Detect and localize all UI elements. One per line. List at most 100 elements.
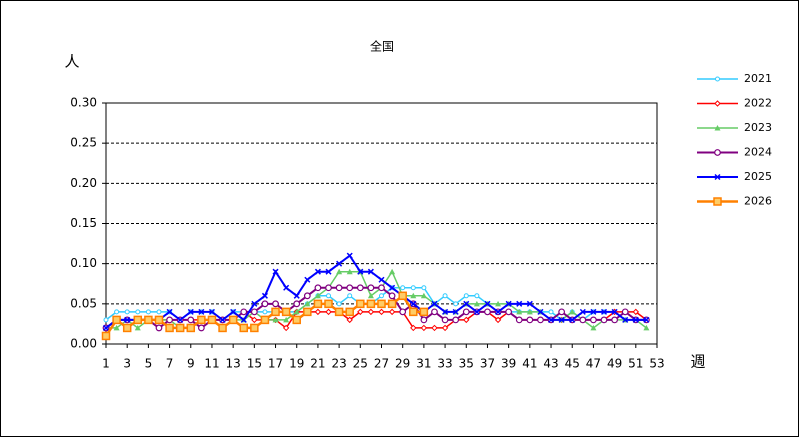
marker [347,293,353,299]
x-tick-label: 9 [187,357,195,371]
x-tick-label: 37 [480,357,495,371]
marker [166,316,173,324]
x-tick-label: 11 [204,357,219,371]
marker [452,316,460,324]
marker [611,316,619,324]
marker [452,308,459,315]
marker [177,316,184,323]
marker [271,307,280,317]
marker [632,316,639,323]
marker [155,324,163,332]
marker [526,300,533,307]
x-tick-label: 5 [145,357,153,371]
x-tick-label: 21 [310,357,325,371]
marker [313,299,323,309]
marker [260,315,270,325]
x-tick-label: 39 [501,357,516,371]
marker [239,323,248,333]
marker [377,299,386,309]
legend-label: 2024 [744,146,772,159]
marker [250,323,259,333]
x-tick-label: 23 [331,357,346,371]
x-tick-label: 15 [247,357,262,371]
marker [346,316,353,324]
marker [431,300,438,307]
marker [378,308,385,316]
marker [473,300,480,307]
y-tick-label: 0.25 [70,136,97,150]
marker [334,307,344,317]
marker [187,316,195,324]
marker [303,307,312,317]
marker [453,301,459,307]
marker [314,308,322,316]
x-tick-label: 13 [226,357,241,371]
marker [218,323,227,333]
marker [378,284,385,292]
x-tick-label: 51 [628,357,643,371]
marker [462,308,470,316]
marker [135,309,141,315]
marker [261,292,268,299]
marker [378,276,385,283]
marker [197,315,206,325]
series-line [105,254,647,329]
marker [346,252,353,259]
marker [292,315,301,325]
marker [569,308,576,315]
y-tick-label: 0.05 [70,296,97,310]
x-tick-label: 43 [543,357,558,371]
x-tick-label: 1 [102,357,110,371]
marker [389,268,396,275]
marker [441,316,449,324]
marker [367,308,375,316]
marker [419,307,429,317]
marker [230,308,237,315]
legend-label: 2025 [744,170,772,183]
marker [219,316,226,323]
x-tick-label: 49 [607,357,622,371]
x-tick-label: 45 [565,357,580,371]
marker [282,324,290,332]
marker [388,308,396,316]
x-tick-label: 3 [123,357,131,371]
marker [622,316,629,323]
marker [272,268,279,275]
marker [228,315,238,325]
x-tick-label: 7 [166,357,174,371]
marker [463,300,470,307]
marker [579,316,587,324]
marker [326,293,332,299]
marker [283,316,290,323]
marker [303,292,311,300]
marker [409,307,418,317]
y-tick-label: 0.15 [70,216,97,230]
marker [133,315,143,325]
marker [431,324,438,332]
marker [569,316,576,323]
marker [526,308,533,315]
marker [187,308,194,315]
marker [643,324,650,331]
x-tick-label: 17 [268,357,283,371]
marker [463,293,469,299]
marker [389,284,396,291]
marker [537,316,544,324]
marker [621,308,629,316]
marker [410,324,417,332]
marker [336,301,342,307]
marker [714,100,721,107]
marker [103,317,109,323]
marker [410,292,417,299]
marker [262,309,268,315]
marker [314,284,322,292]
marker [537,308,544,315]
marker [495,300,502,307]
x-tick-label: 29 [395,357,410,371]
marker [101,331,111,341]
marker [156,309,162,315]
marker [304,276,311,283]
x-axis-label: 週 [690,353,705,371]
marker [261,300,269,308]
marker [134,324,141,331]
